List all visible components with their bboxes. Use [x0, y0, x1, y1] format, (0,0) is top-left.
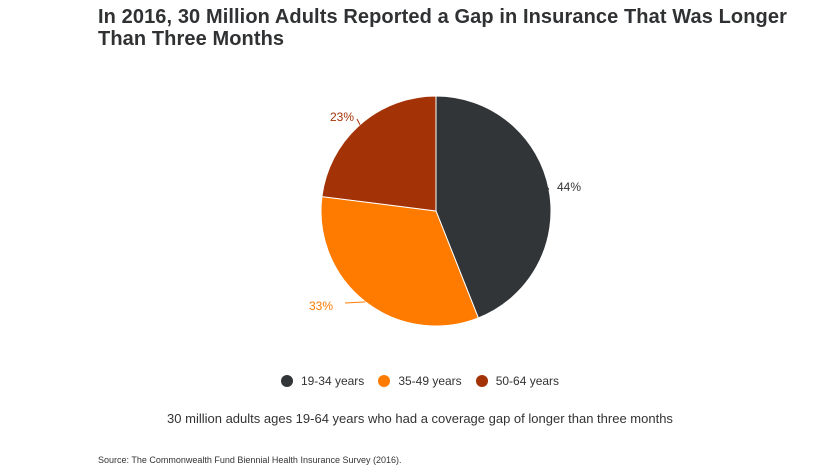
data-label: 44% [557, 180, 581, 194]
legend-item: 35-49 years [378, 374, 462, 388]
pie-labels: 44% 33% 23% [309, 110, 581, 313]
legend-swatch [475, 375, 488, 387]
legend-item: 19-34 years [280, 374, 365, 388]
legend-swatch [280, 375, 293, 387]
legend-label: 35-49 years [398, 374, 462, 388]
chart-legend: 19-34 years 35-49 years 50-64 years [0, 374, 840, 388]
data-label: 23% [330, 110, 354, 124]
chart-caption: 30 million adults ages 19-64 years who h… [167, 411, 673, 426]
legend-item: 50-64 years [475, 374, 560, 388]
pie-slices [320, 95, 552, 327]
pie-slice-35-49-years [320, 196, 479, 327]
pie-chart: 44% 33% 23% [309, 95, 581, 327]
label-leader-line [546, 186, 550, 190]
data-label: 33% [309, 299, 333, 313]
legend-swatch [378, 375, 391, 387]
label-leader-line [356, 118, 361, 125]
pie-slice-50-64-years [321, 95, 437, 212]
label-leader-line [344, 301, 366, 304]
source-note: Source: The Commonwealth Fund Biennial H… [98, 455, 402, 465]
legend-label: 19-34 years [300, 374, 365, 388]
chart-title: In 2016, 30 Million Adults Reported a Ga… [98, 6, 787, 50]
legend-label: 50-64 years [495, 374, 560, 388]
